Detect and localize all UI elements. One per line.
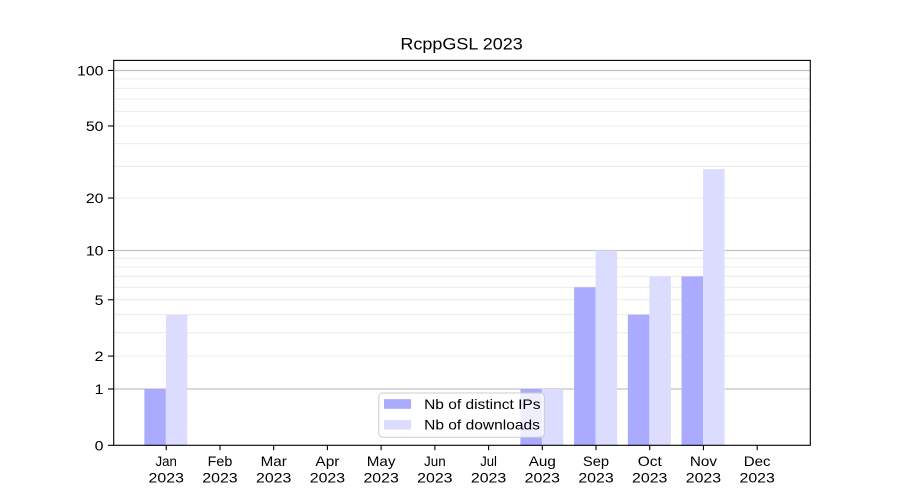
svg-text:2023: 2023	[363, 470, 399, 486]
svg-text:10: 10	[86, 243, 104, 259]
svg-text:2023: 2023	[256, 470, 292, 486]
svg-text:Mar: Mar	[261, 453, 288, 469]
svg-text:100: 100	[77, 62, 104, 78]
svg-text:Nov: Nov	[690, 453, 717, 469]
svg-text:2023: 2023	[739, 470, 775, 486]
svg-text:Feb: Feb	[208, 453, 233, 469]
svg-text:2023: 2023	[471, 470, 507, 486]
svg-text:0: 0	[95, 437, 104, 453]
svg-text:Dec: Dec	[744, 453, 771, 469]
svg-text:Jun: Jun	[424, 453, 446, 469]
svg-text:Sep: Sep	[583, 453, 609, 469]
svg-text:May: May	[367, 453, 396, 469]
svg-text:Aug: Aug	[529, 453, 556, 469]
svg-text:Nb of downloads: Nb of downloads	[424, 417, 540, 433]
svg-text:2023: 2023	[525, 470, 561, 486]
svg-text:2023: 2023	[686, 470, 722, 486]
svg-text:Oct: Oct	[638, 453, 662, 469]
svg-text:50: 50	[86, 118, 104, 134]
svg-text:2023: 2023	[149, 470, 185, 486]
svg-text:2023: 2023	[578, 470, 614, 486]
svg-text:1: 1	[95, 381, 104, 397]
svg-text:2023: 2023	[202, 470, 238, 486]
svg-text:2023: 2023	[310, 470, 346, 486]
svg-text:Nb of distinct IPs: Nb of distinct IPs	[424, 396, 540, 412]
svg-text:2: 2	[95, 348, 104, 364]
svg-text:2023: 2023	[632, 470, 668, 486]
svg-text:Jul: Jul	[480, 453, 497, 469]
svg-text:Apr: Apr	[315, 453, 339, 469]
svg-text:20: 20	[86, 190, 104, 206]
svg-text:Jan: Jan	[156, 453, 177, 469]
svg-text:2023: 2023	[417, 470, 453, 486]
svg-text:RcppGSL 2023: RcppGSL 2023	[400, 35, 522, 54]
svg-text:5: 5	[95, 292, 104, 308]
